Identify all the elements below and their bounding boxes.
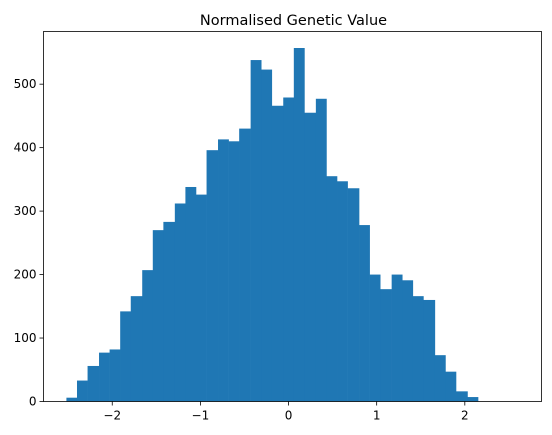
histogram-bar <box>283 97 295 402</box>
histogram-bar <box>293 48 305 402</box>
histogram-bar <box>239 128 251 402</box>
x-axis: −2 −1 0 1 2 <box>103 401 469 423</box>
y-tick-label: 500 <box>14 77 37 91</box>
y-tick-label: 400 <box>14 141 37 155</box>
histogram-bar <box>109 349 121 402</box>
histogram-bar <box>142 270 154 402</box>
histogram-bar <box>271 105 284 402</box>
histogram-bar <box>228 141 240 402</box>
histogram-bar <box>337 181 348 402</box>
bars-group <box>66 48 479 402</box>
x-tick-label: −1 <box>192 409 210 423</box>
histogram-bar <box>391 274 403 402</box>
y-tick-label: 200 <box>14 268 37 282</box>
histogram-bar <box>99 352 110 402</box>
histogram-bar <box>347 188 360 402</box>
histogram-bar <box>445 371 457 402</box>
plot-frame <box>43 31 542 402</box>
histogram-bar <box>185 186 197 402</box>
y-axis: 0 100 200 300 400 500 <box>14 77 44 409</box>
histogram-bar <box>412 296 424 402</box>
x-tick-label: −2 <box>103 409 121 423</box>
chart-title: Normalised Genetic Value <box>200 13 387 29</box>
histogram-bar <box>206 150 219 402</box>
histogram-bar <box>174 203 186 402</box>
histogram-bar <box>402 280 414 402</box>
histogram-bar <box>326 176 338 402</box>
histogram-bar <box>304 112 317 402</box>
histogram-bar <box>434 355 446 402</box>
histogram-bar <box>315 98 327 402</box>
histogram-bar <box>250 60 262 402</box>
histogram-bar <box>423 299 436 402</box>
histogram-bar <box>467 397 479 402</box>
histogram-bar <box>120 311 132 402</box>
histogram-bar <box>163 221 176 402</box>
histogram-bar <box>359 225 370 402</box>
y-tick-label: 0 <box>29 395 37 409</box>
histogram-bar <box>66 397 78 402</box>
y-tick-label: 100 <box>14 331 37 345</box>
histogram-bar <box>76 380 88 402</box>
x-tick-label: 2 <box>461 409 469 423</box>
histogram-bar <box>380 289 392 402</box>
histogram-bar <box>87 365 100 402</box>
y-tick-label: 300 <box>14 204 37 218</box>
histogram-bar <box>218 139 229 402</box>
histogram-bar <box>152 230 164 402</box>
histogram-bar <box>456 391 468 402</box>
histogram-bar <box>261 69 273 402</box>
x-tick-label: 1 <box>373 409 381 423</box>
x-tick-label: 0 <box>285 409 293 423</box>
histogram-bar <box>195 194 207 402</box>
histogram-bar <box>130 296 143 402</box>
histogram-bar <box>369 274 381 402</box>
